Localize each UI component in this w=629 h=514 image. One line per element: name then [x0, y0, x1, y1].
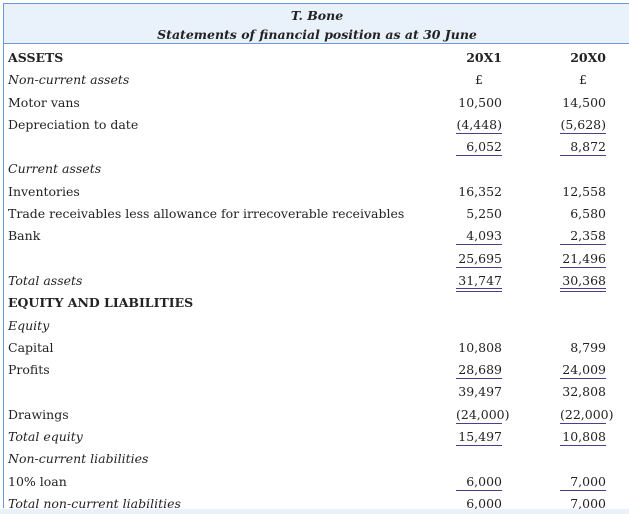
value-20x1: 5,250 — [466, 206, 502, 222]
value-20x1: 10,500 — [458, 94, 502, 110]
table-row: Current assets — [4, 157, 629, 179]
table-header: T. Bone Statements of financial position… — [4, 4, 629, 44]
statement-table: T. Bone Statements of financial position… — [3, 3, 629, 513]
row-label: Profits — [8, 362, 50, 378]
value-20x0: 10,808 — [560, 429, 606, 447]
row-label: Total non-current liabilities — [8, 495, 181, 511]
value-20x1: £ — [475, 72, 483, 88]
value-20x1: 39,497 — [458, 384, 502, 400]
row-label: Bank — [8, 228, 41, 244]
value-20x0: (5,628) — [560, 116, 606, 134]
value-20x0: 21,496 — [560, 251, 606, 268]
value-20x1: 20X1 — [466, 50, 502, 65]
row-label: Current assets — [8, 161, 102, 177]
table-row: Depreciation to date (4,448) (5,628) — [4, 113, 629, 135]
value-20x0: 14,500 — [562, 94, 606, 110]
table-row: ASSETS 20X1 20X0 — [4, 46, 629, 68]
value-20x1: (4,448) — [456, 116, 502, 134]
table-row: Trade receivables less allowance for irr… — [4, 202, 629, 224]
table-row: Non-current assets £ £ — [4, 68, 629, 90]
value-20x0: 24,009 — [560, 362, 606, 380]
row-label: Equity — [8, 317, 50, 333]
table-row: Total non-current liabilities 6,000 7,000 — [4, 492, 629, 514]
table-row: EQUITY AND LIABILITIES — [4, 291, 629, 313]
table-row: 39,497 32,808 — [4, 380, 629, 402]
value-20x0: 6,580 — [570, 206, 606, 222]
row-label: Inventories — [8, 183, 80, 199]
value-20x1: 16,352 — [458, 183, 502, 199]
value-20x0: £ — [579, 72, 587, 88]
statement-title: Statements of financial position as at 3… — [157, 27, 477, 42]
row-label: 10% loan — [8, 473, 67, 489]
row-label: Trade receivables less allowance for irr… — [8, 206, 405, 222]
company-name: T. Bone — [290, 8, 344, 23]
value-20x1: 10,808 — [458, 339, 502, 355]
value-20x0: 32,808 — [562, 384, 606, 400]
table-row: Non-current liabilities — [4, 447, 629, 469]
row-label: Total equity — [8, 429, 83, 445]
table-row: 6,052 8,872 — [4, 135, 629, 157]
table-row: 25,695 21,496 — [4, 247, 629, 269]
row-label: Capital — [8, 339, 54, 355]
table-row: Drawings (24,000) (22,000) — [4, 403, 629, 425]
bottom-strip — [0, 509, 629, 514]
row-label: ASSETS — [8, 50, 64, 65]
value-20x0: (22,000) — [560, 406, 614, 424]
row-label: Total assets — [8, 272, 83, 288]
value-20x0: 12,558 — [562, 183, 606, 199]
row-label: Non-current assets — [8, 72, 130, 88]
table-row: 10% loan 6,000 7,000 — [4, 470, 629, 492]
table-row: Capital 10,808 8,799 — [4, 336, 629, 358]
value-20x0: 8,872 — [560, 139, 606, 157]
value-20x1: 15,497 — [456, 429, 502, 447]
table-row: Inventories 16,352 12,558 — [4, 180, 629, 202]
value-20x1: 6,052 — [456, 139, 502, 157]
value-20x1: (24,000) — [456, 406, 510, 424]
value-20x1: 28,689 — [456, 362, 502, 380]
table-row: Total equity 15,497 10,808 — [4, 425, 629, 447]
table-row: Bank 4,093 2,358 — [4, 224, 629, 246]
value-20x1: 25,695 — [456, 251, 502, 268]
value-20x0: 7,000 — [560, 474, 606, 491]
row-label: Depreciation to date — [8, 116, 139, 132]
value-20x1: 6,000 — [456, 474, 502, 491]
table-row: Profits 28,689 24,009 — [4, 358, 629, 380]
value-20x1: 31,747 — [456, 273, 502, 292]
value-20x0: 30,368 — [560, 273, 606, 292]
statement-rows: ASSETS 20X1 20X0 Non-current assets £ £ Motor … — [4, 46, 629, 514]
row-label: Drawings — [8, 406, 69, 422]
value-20x0: 2,358 — [560, 228, 606, 246]
table-row: Motor vans 10,500 14,500 — [4, 91, 629, 113]
row-label: EQUITY AND LIABILITIES — [8, 295, 194, 311]
row-label: Non-current liabilities — [8, 451, 149, 467]
row-label: Motor vans — [8, 94, 80, 110]
value-20x0: 20X0 — [570, 50, 606, 65]
table-row: Total assets 31,747 30,368 — [4, 269, 629, 292]
table-row: Equity — [4, 314, 629, 336]
value-20x0: 8,799 — [570, 339, 606, 355]
value-20x1: 4,093 — [456, 228, 502, 246]
